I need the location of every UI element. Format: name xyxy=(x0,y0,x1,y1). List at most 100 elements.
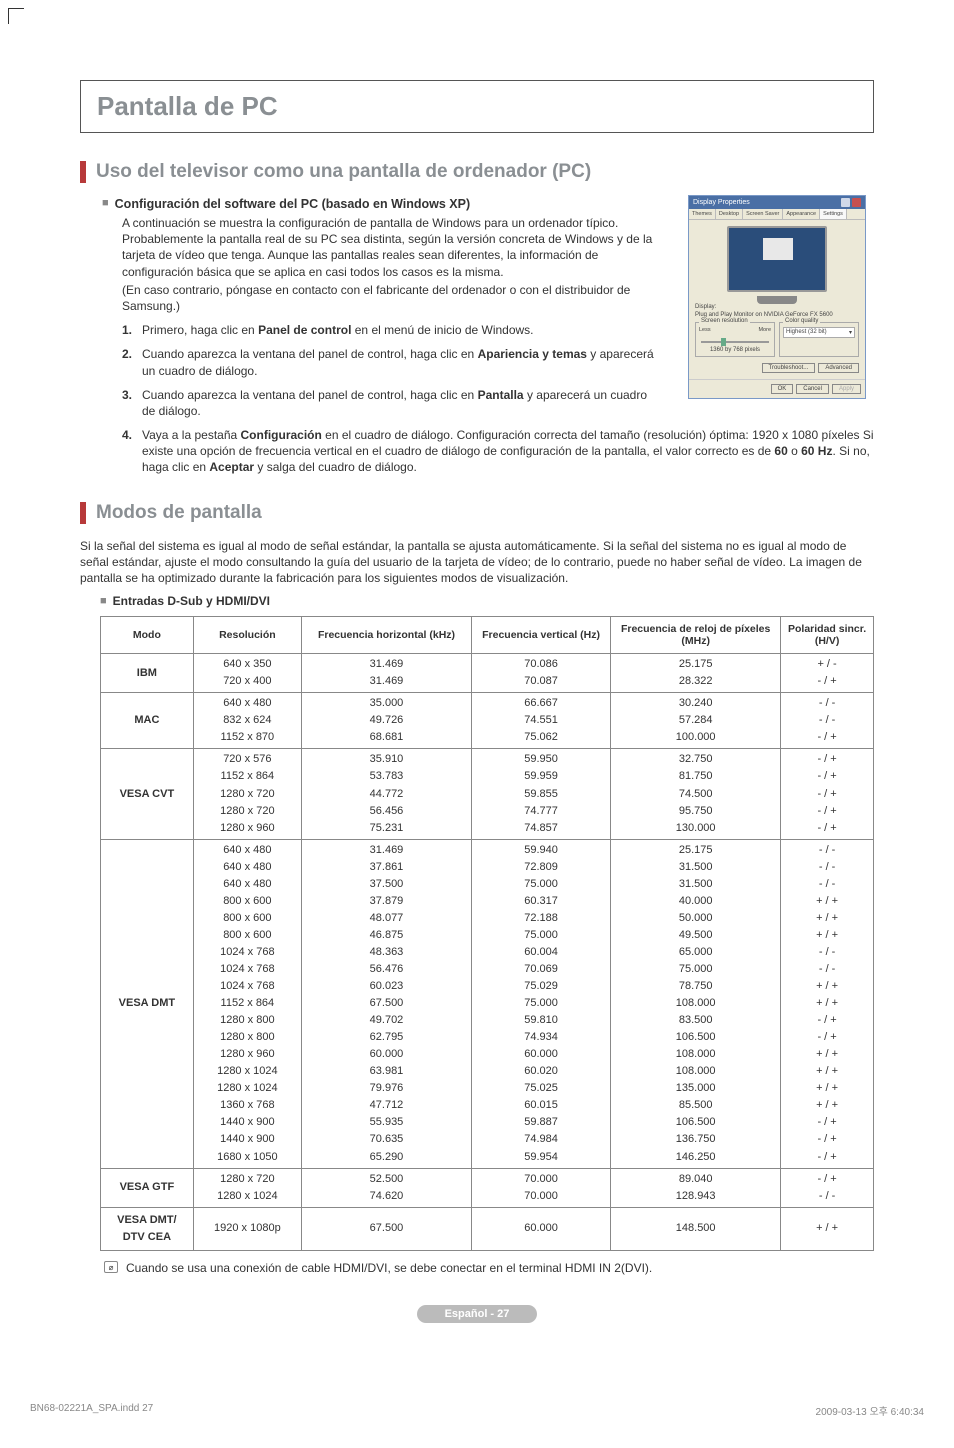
page-title: Pantalla de PC xyxy=(97,91,857,122)
modes-table: ModoResoluciónFrecuencia horizontal (kHz… xyxy=(100,616,874,1251)
color-quality-value: Highest (32 bit) xyxy=(786,329,827,336)
color-quality-label: Color quality xyxy=(783,318,820,324)
data-cell: 640 x 480 640 x 480 640 x 480 800 x 600 … xyxy=(193,839,301,1168)
step-item: 4.Vaya a la pestaña Configuración en el … xyxy=(122,427,874,476)
step-text: Cuando aparezca la ventana del panel de … xyxy=(142,346,662,378)
print-file: BN68-02221A_SPA.indd 27 xyxy=(30,1403,153,1418)
dialog-titlebar: Display Properties xyxy=(689,196,865,209)
print-footer: BN68-02221A_SPA.indd 27 2009-03-13 오후 6:… xyxy=(20,1403,934,1418)
data-cell: 59.950 59.959 59.855 74.777 74.857 xyxy=(472,749,611,839)
section2-intro: Si la señal del sistema es igual al modo… xyxy=(80,538,874,587)
mode-cell: VESA CVT xyxy=(101,749,194,839)
data-cell: - / - - / - - / - + / + + / + + / + - / … xyxy=(781,839,874,1168)
data-cell: 52.500 74.620 xyxy=(301,1168,471,1207)
data-cell: 31.469 37.861 37.500 37.879 48.077 46.87… xyxy=(301,839,471,1168)
note-text: Cuando se usa una conexión de cable HDMI… xyxy=(126,1261,652,1275)
mode-cell: MAC xyxy=(101,693,194,749)
tab-settings[interactable]: Settings xyxy=(820,209,847,219)
monitor-preview xyxy=(727,226,827,292)
page-footer-pill: Español - 27 xyxy=(417,1305,537,1323)
mode-cell: VESA DMT xyxy=(101,839,194,1168)
data-cell: 35.910 53.783 44.772 56.456 75.231 xyxy=(301,749,471,839)
data-cell: 1920 x 1080p xyxy=(193,1207,301,1250)
dialog-tabs: Themes Desktop Screen Saver Appearance S… xyxy=(689,209,865,220)
help-icon[interactable] xyxy=(841,198,850,207)
apply-button[interactable]: Apply xyxy=(832,384,861,394)
entradas-label: Entradas D-Sub y HDMI/DVI xyxy=(113,594,270,608)
resolution-value: 1360 by 768 pixels xyxy=(699,347,771,353)
mode-cell: VESA DMT/ DTV CEA xyxy=(101,1207,194,1250)
data-cell: - / + - / + - / + - / + - / + xyxy=(781,749,874,839)
data-cell: 25.175 31.500 31.500 40.000 50.000 49.50… xyxy=(611,839,781,1168)
display-label: Display: xyxy=(695,304,859,310)
step-number: 3. xyxy=(122,387,142,419)
square-bullet-icon: ■ xyxy=(100,595,107,607)
data-cell: 148.500 xyxy=(611,1207,781,1250)
tab-themes[interactable]: Themes xyxy=(689,209,716,219)
column-header: Frecuencia de reloj de píxeles (MHz) xyxy=(611,617,781,654)
data-cell: 640 x 350 720 x 400 xyxy=(193,654,301,693)
screen-res-label: Screen resolution xyxy=(699,318,750,324)
data-cell: + / - - / + xyxy=(781,654,874,693)
cancel-button[interactable]: Cancel xyxy=(796,384,829,394)
page: Pantalla de PC Uso del televisor como un… xyxy=(20,30,934,1343)
close-icon[interactable] xyxy=(852,198,861,207)
tab-desktop[interactable]: Desktop xyxy=(716,209,743,219)
tab-appearance[interactable]: Appearance xyxy=(783,209,820,219)
section2-title: Modos de pantalla xyxy=(96,502,262,524)
step-text: Vaya a la pestaña Configuración en el cu… xyxy=(142,427,874,476)
note-icon: ⌀ xyxy=(104,1261,118,1273)
table-row: VESA DMT/ DTV CEA1920 x 1080p67.50060.00… xyxy=(101,1207,874,1250)
data-cell: 640 x 480 832 x 624 1152 x 870 xyxy=(193,693,301,749)
section1-subhead: Configuración del software del PC (basad… xyxy=(115,197,470,211)
chevron-down-icon: ▾ xyxy=(849,329,852,336)
data-cell: 31.469 31.469 xyxy=(301,654,471,693)
step-number: 1. xyxy=(122,322,142,338)
section-bar xyxy=(80,161,86,183)
data-cell: 66.667 74.551 75.062 xyxy=(472,693,611,749)
data-cell: 32.750 81.750 74.500 95.750 130.000 xyxy=(611,749,781,839)
troubleshoot-button[interactable]: Troubleshoot... xyxy=(762,363,816,373)
data-cell: - / - - / - - / + xyxy=(781,693,874,749)
data-cell: 59.940 72.809 75.000 60.317 72.188 75.00… xyxy=(472,839,611,1168)
table-row: VESA DMT640 x 480 640 x 480 640 x 480 80… xyxy=(101,839,874,1168)
column-header: Polaridad sincr. (H/V) xyxy=(781,617,874,654)
data-cell: 89.040 128.943 xyxy=(611,1168,781,1207)
table-row: IBM640 x 350 720 x 40031.469 31.46970.08… xyxy=(101,654,874,693)
color-quality-group: Color quality Highest (32 bit) ▾ xyxy=(779,322,859,357)
data-cell: 70.086 70.087 xyxy=(472,654,611,693)
note: ⌀ Cuando se usa una conexión de cable HD… xyxy=(104,1261,874,1275)
mode-cell: IBM xyxy=(101,654,194,693)
screen-res-group: Screen resolution Less More 1360 by 768 … xyxy=(695,322,775,357)
data-cell: 25.175 28.322 xyxy=(611,654,781,693)
data-cell: + / + xyxy=(781,1207,874,1250)
color-quality-select[interactable]: Highest (32 bit) ▾ xyxy=(783,327,855,338)
section1-head: Uso del televisor como una pantalla de o… xyxy=(80,161,874,183)
section-bar xyxy=(80,502,86,524)
crop-mark xyxy=(8,8,24,24)
tab-screensaver[interactable]: Screen Saver xyxy=(743,209,783,219)
column-header: Frecuencia vertical (Hz) xyxy=(472,617,611,654)
less-label: Less xyxy=(699,327,711,333)
advanced-button[interactable]: Advanced xyxy=(818,363,859,373)
more-label: More xyxy=(758,327,771,333)
data-cell: 67.500 xyxy=(301,1207,471,1250)
resolution-slider[interactable] xyxy=(701,341,769,343)
intro-para-2: (En caso contrario, póngase en contacto … xyxy=(122,282,667,314)
table-row: VESA GTF1280 x 720 1280 x 102452.500 74.… xyxy=(101,1168,874,1207)
column-header: Modo xyxy=(101,617,194,654)
display-properties-dialog: Display Properties Themes Desktop Screen… xyxy=(688,195,866,399)
step-text: Cuando aparezca la ventana del panel de … xyxy=(142,387,662,419)
step-number: 2. xyxy=(122,346,142,378)
section2-head: Modos de pantalla xyxy=(80,502,874,524)
print-timestamp: 2009-03-13 오후 6:40:34 xyxy=(816,1403,924,1418)
ok-button[interactable]: OK xyxy=(771,384,794,394)
step-text: Primero, haga clic en Panel de control e… xyxy=(142,322,662,338)
table-row: VESA CVT720 x 576 1152 x 864 1280 x 720 … xyxy=(101,749,874,839)
column-header: Frecuencia horizontal (kHz) xyxy=(301,617,471,654)
square-bullet-icon: ■ xyxy=(102,197,109,211)
table-row: MAC640 x 480 832 x 624 1152 x 87035.000 … xyxy=(101,693,874,749)
data-cell: 1280 x 720 1280 x 1024 xyxy=(193,1168,301,1207)
data-cell: 720 x 576 1152 x 864 1280 x 720 1280 x 7… xyxy=(193,749,301,839)
mode-cell: VESA GTF xyxy=(101,1168,194,1207)
